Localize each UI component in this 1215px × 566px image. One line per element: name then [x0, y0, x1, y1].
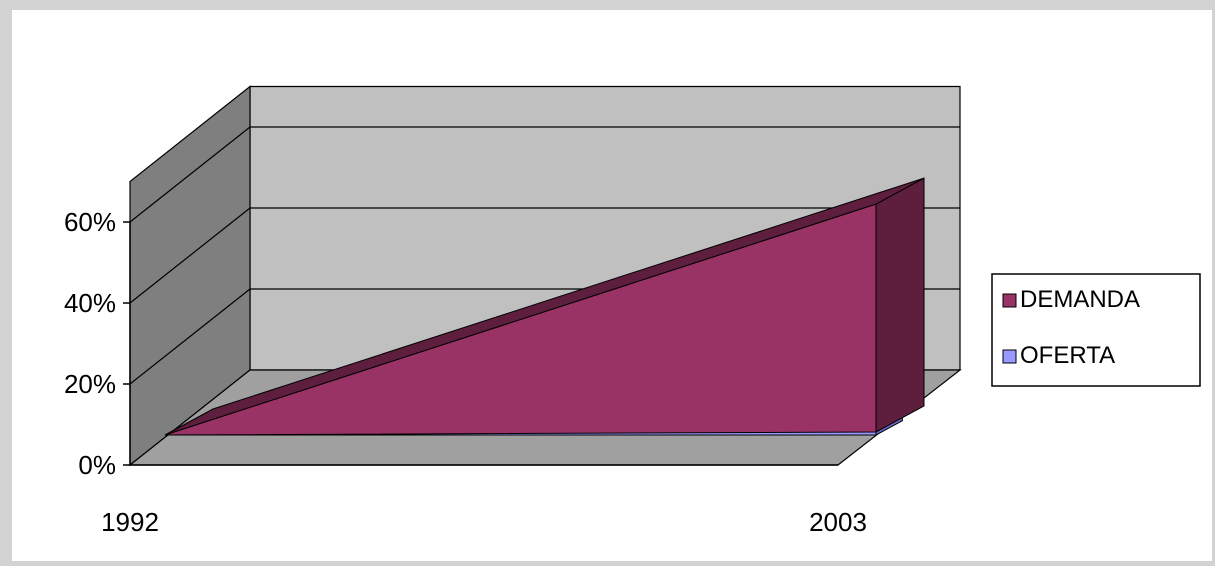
y-tick-label-0: 0% [78, 450, 116, 480]
series-layer [164, 177, 925, 436]
x-tick-label-0: 1992 [101, 507, 159, 537]
axes: 0% 20% 40% 60% 1992 2003 [64, 207, 867, 537]
legend-label-oferta: OFERTA [1020, 342, 1115, 369]
gridline-side-2 [129, 207, 251, 304]
series-demanda-side [875, 177, 925, 433]
y-tick-label-3: 60% [64, 207, 116, 237]
legend: DEMANDA OFERTA [991, 273, 1201, 387]
gridline-side-1 [129, 288, 251, 385]
gridline-side-3 [129, 126, 251, 223]
y-tick-label-1: 20% [64, 369, 116, 399]
x-tick-label-1: 2003 [809, 507, 867, 537]
legend-label-demanda: DEMANDA [1020, 286, 1140, 313]
legend-swatch-demanda [1002, 293, 1017, 308]
y-tick-label-2: 40% [64, 288, 116, 318]
legend-box [991, 273, 1201, 387]
legend-swatch-oferta [1002, 349, 1017, 364]
